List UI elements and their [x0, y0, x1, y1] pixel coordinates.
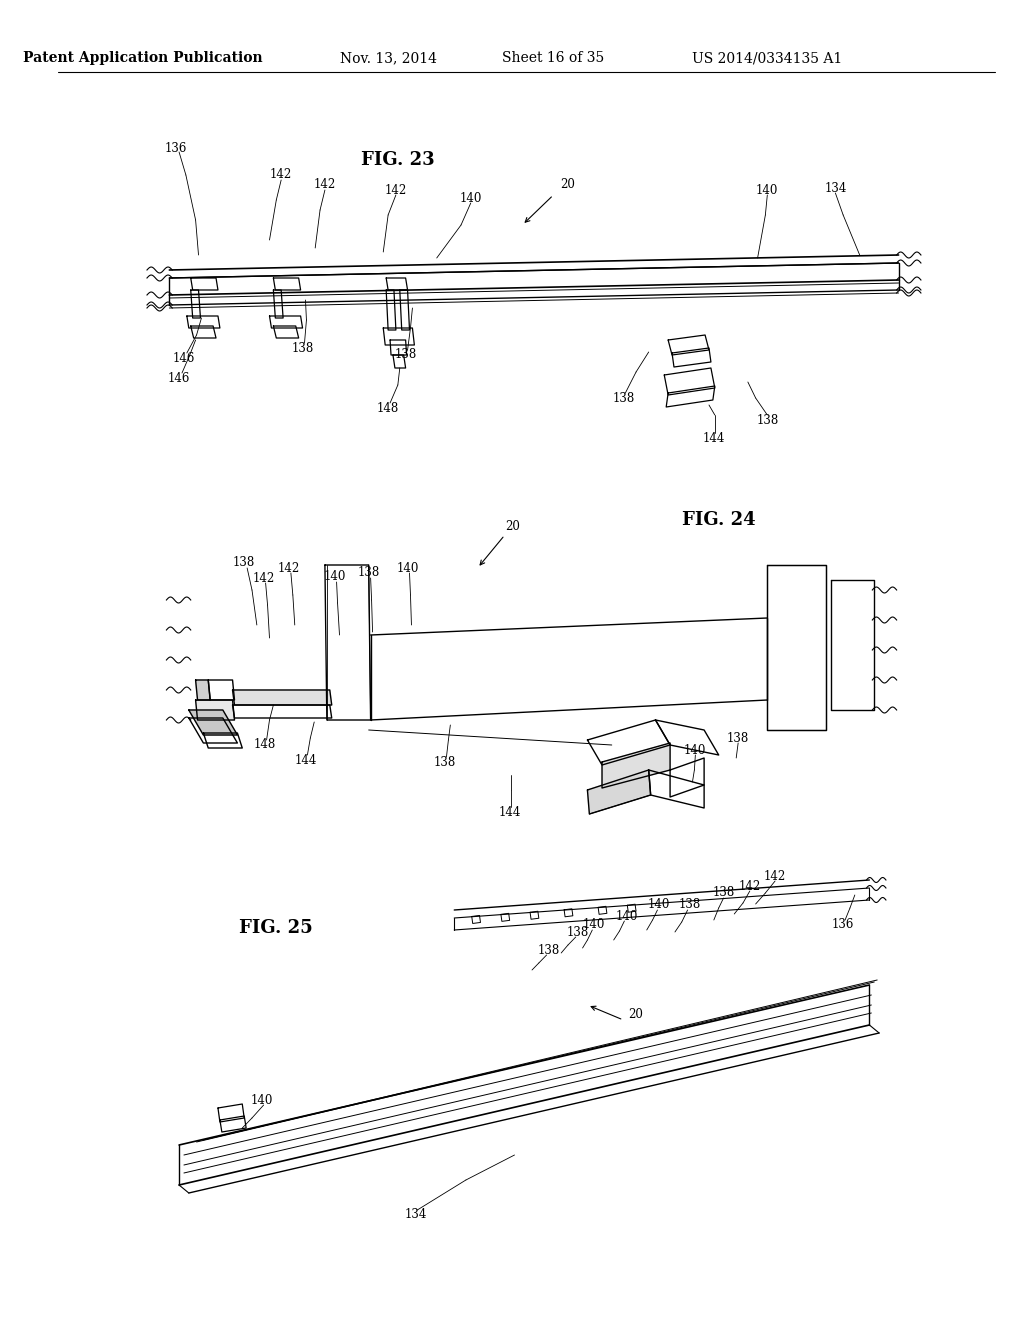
Text: 138: 138 [713, 887, 734, 899]
Text: 140: 140 [460, 191, 482, 205]
Text: 148: 148 [377, 401, 399, 414]
Text: 142: 142 [270, 169, 292, 181]
Text: 140: 140 [583, 919, 605, 932]
Text: 142: 142 [385, 183, 407, 197]
Text: 134: 134 [824, 181, 847, 194]
Text: Patent Application Publication: Patent Application Publication [24, 51, 263, 65]
Text: 142: 142 [313, 178, 336, 191]
Text: 142: 142 [278, 561, 300, 574]
Text: 138: 138 [292, 342, 313, 355]
Text: 138: 138 [433, 755, 456, 768]
Text: 140: 140 [756, 183, 778, 197]
Polygon shape [196, 680, 210, 700]
Text: 136: 136 [165, 141, 187, 154]
Polygon shape [196, 700, 234, 719]
Text: 146: 146 [173, 351, 196, 364]
Text: 20: 20 [505, 520, 520, 533]
Text: 138: 138 [357, 566, 380, 579]
Text: 144: 144 [294, 754, 316, 767]
Text: 140: 140 [683, 743, 706, 756]
Text: 140: 140 [324, 570, 346, 583]
Text: 142: 142 [738, 879, 761, 892]
Text: 146: 146 [168, 371, 190, 384]
Text: 20: 20 [560, 178, 575, 191]
Text: 140: 140 [647, 899, 670, 912]
Text: 20: 20 [629, 1008, 643, 1022]
Text: 134: 134 [404, 1209, 427, 1221]
Text: 138: 138 [394, 348, 417, 362]
Text: 140: 140 [396, 561, 419, 574]
Text: 138: 138 [538, 944, 560, 957]
Polygon shape [588, 770, 650, 814]
Text: 138: 138 [612, 392, 635, 404]
Polygon shape [232, 690, 332, 705]
Polygon shape [188, 710, 238, 735]
Text: 148: 148 [254, 738, 275, 751]
Text: Sheet 16 of 35: Sheet 16 of 35 [503, 51, 604, 65]
Text: FIG. 25: FIG. 25 [240, 919, 313, 937]
Text: 144: 144 [702, 432, 725, 445]
Text: US 2014/0334135 A1: US 2014/0334135 A1 [692, 51, 843, 65]
Text: 138: 138 [566, 925, 589, 939]
Text: 138: 138 [233, 557, 255, 569]
Text: 142: 142 [764, 870, 786, 883]
Text: 140: 140 [615, 909, 638, 923]
Text: 140: 140 [251, 1093, 273, 1106]
Text: FIG. 24: FIG. 24 [682, 511, 756, 529]
Text: 138: 138 [727, 731, 750, 744]
Text: 144: 144 [499, 805, 521, 818]
Text: Nov. 13, 2014: Nov. 13, 2014 [340, 51, 436, 65]
Text: FIG. 23: FIG. 23 [361, 150, 434, 169]
Text: 138: 138 [756, 413, 778, 426]
Text: 136: 136 [831, 919, 854, 932]
Polygon shape [602, 743, 670, 788]
Text: 138: 138 [679, 899, 700, 912]
Text: 142: 142 [253, 572, 274, 585]
